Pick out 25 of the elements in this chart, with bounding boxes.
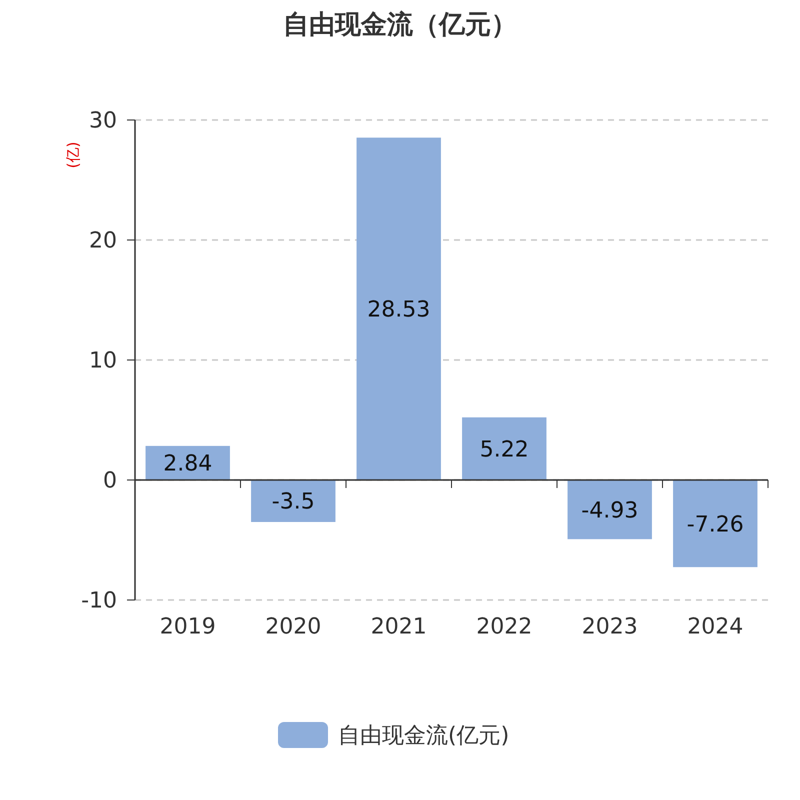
bar bbox=[673, 480, 758, 568]
data-label: 28.53 bbox=[367, 298, 430, 323]
bar bbox=[462, 417, 546, 480]
y-tick-label: -10 bbox=[81, 588, 117, 614]
data-label: -4.93 bbox=[581, 498, 638, 524]
chart-title: 自由现金流（亿元） bbox=[283, 10, 517, 40]
y-axis-title: (亿) bbox=[64, 142, 82, 168]
x-tick-label: 2022 bbox=[476, 614, 532, 640]
legend-label: 自由现金流(亿元) bbox=[338, 724, 510, 749]
data-label: -7.26 bbox=[686, 512, 744, 538]
x-tick-label: 2020 bbox=[265, 614, 322, 640]
bar bbox=[568, 480, 652, 540]
y-tick-label: 0 bbox=[103, 468, 117, 494]
x-tick-label: 2021 bbox=[370, 614, 427, 640]
y-tick-label: 10 bbox=[89, 348, 117, 374]
data-label: 2.84 bbox=[163, 452, 212, 477]
y-tick-label: 30 bbox=[89, 108, 117, 134]
bar bbox=[251, 480, 336, 522]
data-label: -3.5 bbox=[272, 490, 315, 515]
y-tick-label: 20 bbox=[89, 228, 117, 254]
x-tick-label: 2019 bbox=[160, 614, 216, 640]
x-tick-label: 2024 bbox=[687, 614, 744, 640]
x-tick-label: 2023 bbox=[582, 614, 638, 640]
data-label: 5.22 bbox=[480, 437, 529, 462]
bar bbox=[356, 138, 441, 480]
